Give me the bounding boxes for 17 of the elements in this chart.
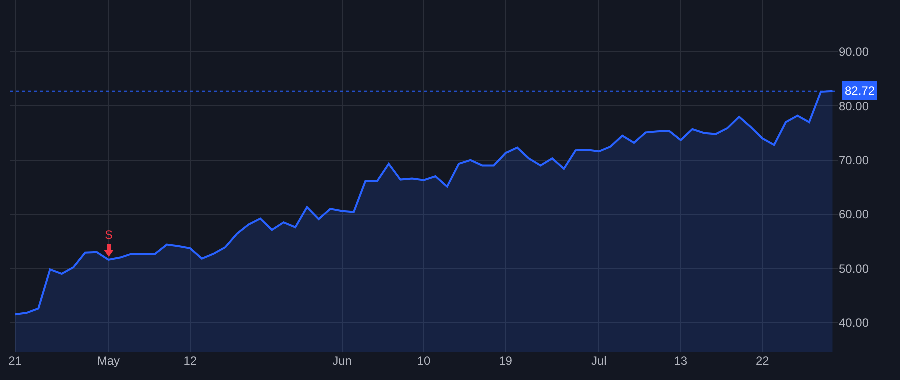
y-tick-label: 50.00 [839,262,870,276]
x-tick-label: Jun [332,354,352,368]
y-tick-label: 90.00 [839,45,870,60]
y-tick-label: 80.00 [839,99,870,114]
y-tick-label: 40.00 [839,316,870,330]
x-tick-label: 13 [674,354,688,368]
x-tick-label: 12 [184,354,198,368]
x-tick-label: 19 [499,354,513,368]
x-tick-label: 10 [417,354,431,368]
y-tick-label: 60.00 [839,208,870,222]
y-tick-label: 70.00 [839,154,870,168]
annotation: S [105,228,114,242]
ref-line-label: 82.72 [845,84,876,98]
x-tick-label: 22 [756,354,770,368]
x-tick-label: May [97,354,120,368]
x-tick-label: Jul [592,354,607,368]
x-tick-label: 21 [8,354,22,368]
